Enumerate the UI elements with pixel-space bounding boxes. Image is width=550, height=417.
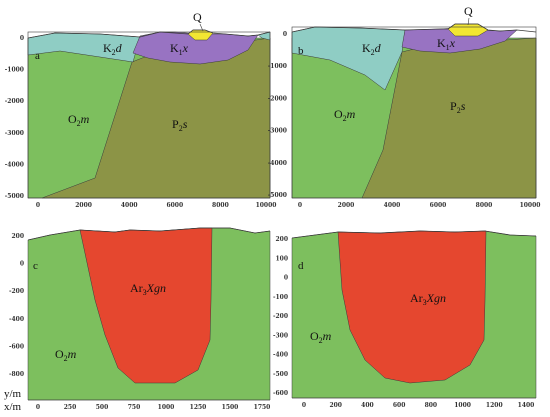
topography-line: [291, 230, 537, 239]
y-tick-label: -800: [9, 371, 24, 378]
x-tick-label: 750: [128, 404, 141, 411]
y-tick-label: 0: [284, 275, 288, 282]
y-tick-label: -4000: [5, 161, 24, 168]
y-tick-label: 0: [283, 31, 287, 38]
topography-line: [27, 29, 271, 39]
x-tick-label: 0: [302, 402, 306, 409]
x-tick-label: 800: [425, 402, 438, 409]
unit-label-o2m: O2m: [334, 107, 356, 123]
y-tick-label: -5000: [268, 192, 287, 199]
x-tick-label: 1750: [254, 404, 271, 411]
panel-b: b O2m P2s K2d K1x Q 0 2000 4000 6000 8000 100…: [268, 4, 541, 209]
y-tick-label: -3000: [268, 128, 287, 135]
topography-line: [291, 23, 537, 33]
y-tick-label: -300: [273, 332, 288, 339]
y-tick-labels: 200 100 0 -100 -200 -300 -400 -500 -600: [273, 236, 288, 397]
x-tick-labels: 0 250 500 750 1000 1250 1500 1750: [36, 404, 270, 411]
y-tick-label: 0: [20, 261, 24, 268]
x-tick-label: 8000: [476, 202, 493, 209]
panel-letter: c: [33, 260, 38, 272]
panel-d: d O2m Ar3Xgn 0 200 400 600 800 1000 1200 1400 2…: [273, 230, 537, 409]
x-tick-label: 1000: [158, 404, 175, 411]
y-tick-label: -600: [9, 343, 24, 350]
x-tick-labels: 0 200 400 600 800 1000 1200 1400: [302, 402, 534, 409]
x-tick-label: 200: [329, 402, 342, 409]
x-tick-label: 1250: [190, 404, 207, 411]
x-tick-label: 4000: [384, 202, 401, 209]
panel-a: a O2m P2s K2d K1x Q 0 2000 4000 6000 8000 100…: [5, 10, 277, 209]
y-tick-label: -600: [273, 390, 288, 397]
x-tick-label: 500: [96, 404, 109, 411]
y-tick-label: -100: [273, 294, 288, 301]
y-tick-label: -4000: [268, 160, 287, 167]
unit-label-q: Q: [193, 10, 202, 24]
x-tick-label: 1000: [454, 402, 471, 409]
x-tick-label: 600: [393, 402, 406, 409]
x-tick-label: 6000: [166, 202, 183, 209]
unit-label-q: Q: [464, 4, 473, 18]
unit-label-ar3xgn: Ar3Xgn: [130, 281, 166, 297]
y-tick-label: -400: [9, 316, 24, 323]
y-tick-label: -1000: [5, 67, 24, 74]
x-tick-label: 2000: [75, 202, 92, 209]
y-tick-label: -400: [273, 352, 288, 359]
y-tick-label: 0: [20, 35, 24, 42]
panel-letter: d: [298, 260, 304, 272]
x-tick-label: 1500: [222, 404, 239, 411]
y-tick-label: 100: [275, 255, 288, 262]
x-tick-label: 10000: [520, 202, 541, 209]
x-tick-labels: 0 2000 4000 6000 8000 10000: [298, 202, 541, 209]
unit-label-o2m: O2m: [68, 112, 90, 128]
panel-letter: a: [35, 50, 40, 62]
unit-k1x-body: [132, 31, 259, 65]
y-tick-label: -2000: [268, 95, 287, 102]
x-tick-label: 8000: [212, 202, 229, 209]
x-tick-label: 4000: [121, 202, 138, 209]
x-tick-label: 2000: [338, 202, 355, 209]
topography-line: [27, 227, 271, 241]
panel-frame: [291, 26, 537, 199]
y-tick-label: -2000: [5, 98, 24, 105]
y-tick-label: 200: [275, 236, 288, 243]
y-tick-label: -1000: [268, 63, 287, 70]
y-axis-label: y/m: [4, 388, 22, 400]
panel-frame: [27, 31, 271, 199]
unit-label-k1x: K1x: [437, 36, 456, 52]
y-tick-label: -3000: [5, 130, 24, 137]
unit-label-k1x: K1x: [170, 41, 189, 57]
x-tick-label: 1400: [518, 402, 535, 409]
x-tick-label: 1200: [486, 402, 503, 409]
unit-label-k2d: K2d: [362, 41, 382, 57]
unit-label-k2d: K2d: [103, 41, 123, 57]
x-tick-label: 250: [64, 404, 77, 411]
x-axis-label: x/m: [4, 401, 22, 413]
x-tick-labels: 0 2000 4000 6000 8000 10000: [36, 202, 277, 209]
unit-label-o2m: O2m: [55, 347, 77, 363]
y-tick-label: -500: [273, 371, 288, 378]
y-tick-label: -200: [9, 288, 24, 295]
y-tick-label: -200: [273, 313, 288, 320]
unit-label-p2s: P2s: [450, 99, 466, 115]
x-tick-label: 0: [36, 202, 40, 209]
y-tick-labels: 200 0 -200 -400 -600 -800: [9, 233, 24, 378]
unit-label-ar3xgn: Ar3Xgn: [410, 291, 446, 307]
x-tick-label: 10000: [256, 202, 277, 209]
unit-label-p2s: P2s: [172, 117, 188, 133]
x-tick-label: 0: [36, 404, 40, 411]
panel-c: c y/m x/m O2m Ar3Xgn 0 250 500 750 1000 1250 1…: [4, 227, 271, 413]
y-tick-label: 200: [11, 233, 24, 240]
panel-letter: b: [298, 45, 304, 57]
unit-label-o2m: O2m: [310, 329, 332, 345]
y-tick-label: -5000: [5, 193, 24, 200]
x-tick-label: 6000: [430, 202, 447, 209]
q-leader-line: [467, 17, 470, 26]
y-tick-labels: 0 -1000 -2000 -3000 -4000 -5000: [5, 35, 24, 200]
q-leader-line: [199, 23, 204, 32]
x-tick-label: 0: [298, 202, 302, 209]
x-tick-label: 400: [361, 402, 374, 409]
y-tick-labels: 0 -1000 -2000 -3000 -4000 -5000: [268, 31, 287, 199]
